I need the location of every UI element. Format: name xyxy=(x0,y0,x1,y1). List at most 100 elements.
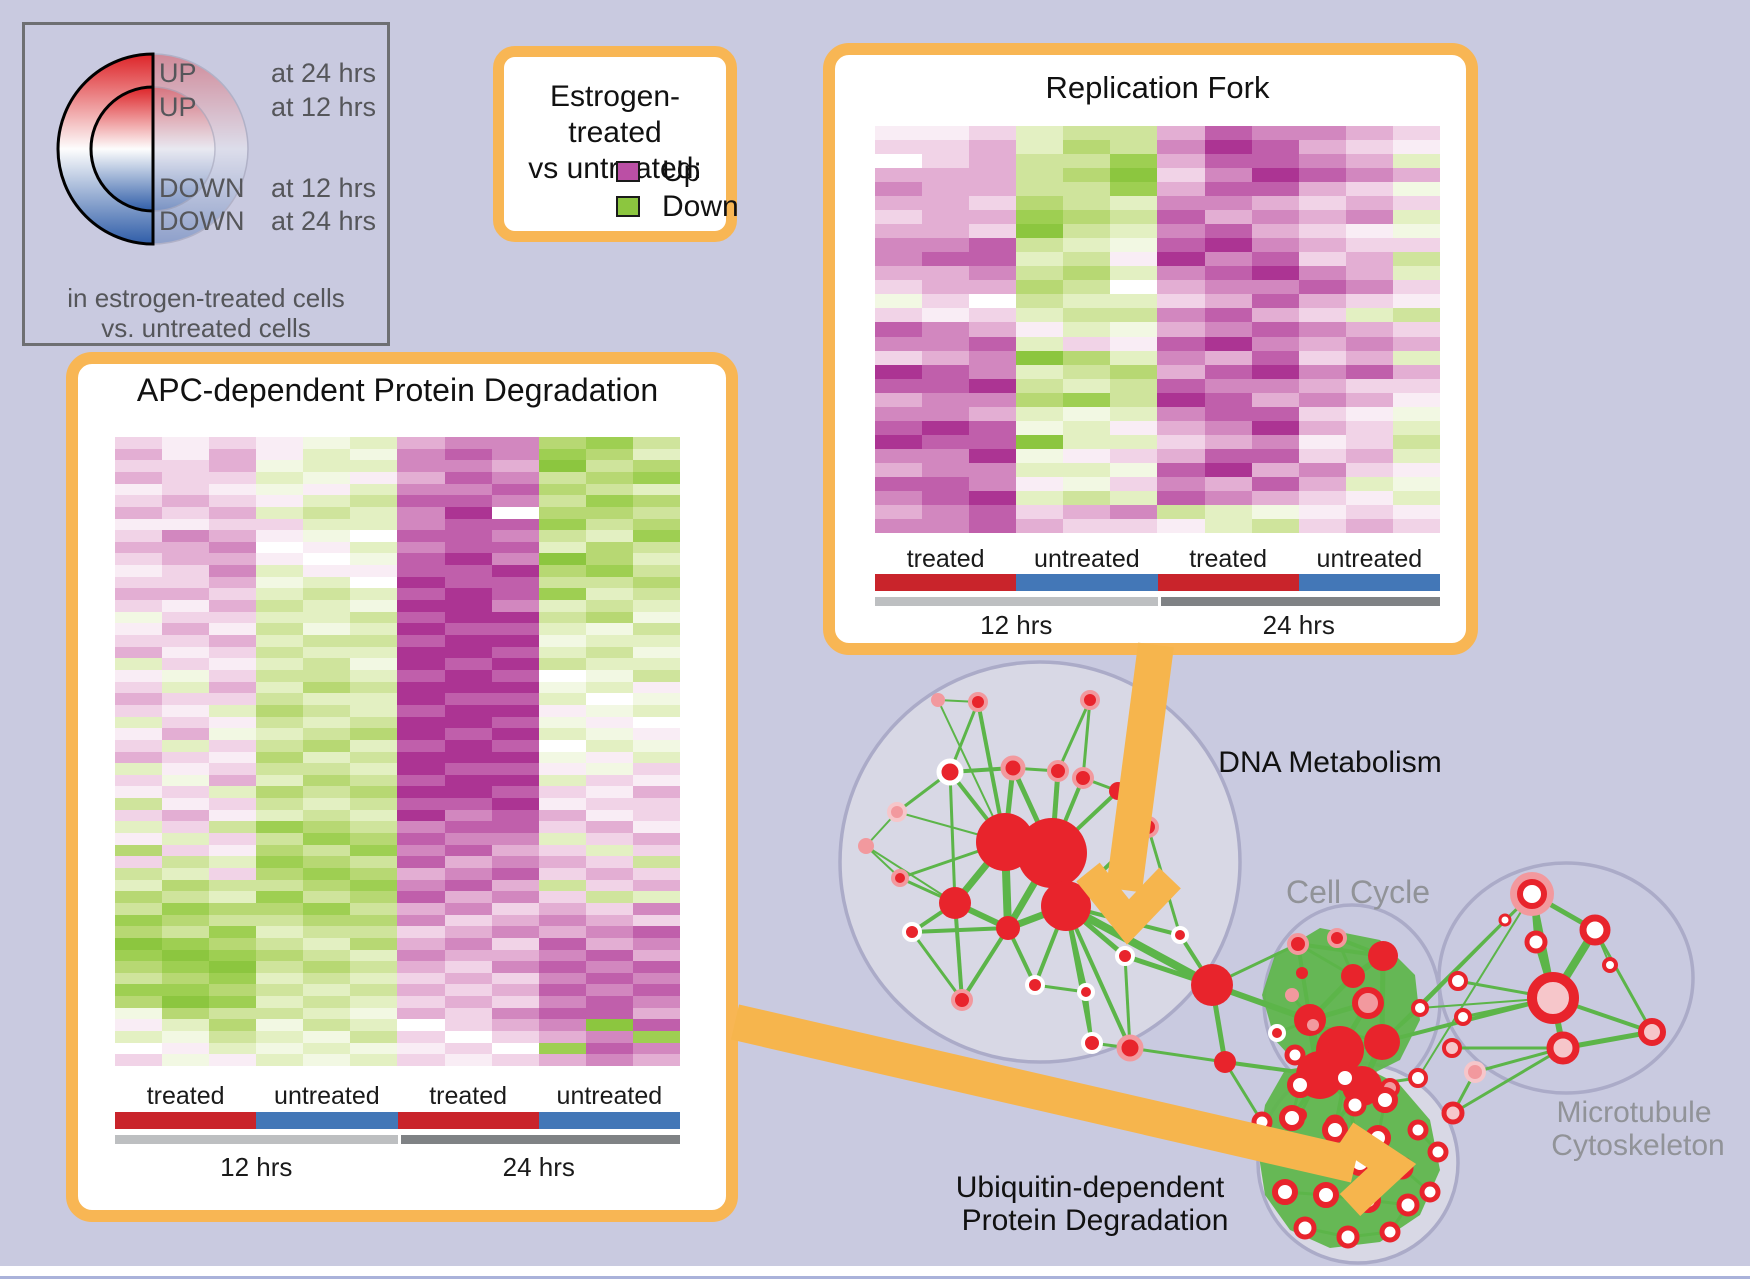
heatmap-cell xyxy=(1204,224,1252,239)
heatmap-cell xyxy=(209,530,257,542)
network-node xyxy=(1072,767,1094,789)
heatmap-cell xyxy=(256,728,304,740)
heatmap-cell xyxy=(632,972,680,985)
heatmap-cell xyxy=(256,937,304,950)
heatmap-cell xyxy=(115,518,163,531)
heatmap-cell xyxy=(162,483,210,496)
heatmap-cell xyxy=(1204,434,1252,449)
heatmap-cell xyxy=(1204,392,1252,407)
heatmap-cell xyxy=(444,623,492,636)
heatmap-cell xyxy=(397,902,445,915)
network-edge xyxy=(1064,905,1132,1049)
heatmap-cell xyxy=(538,891,586,903)
network-node xyxy=(1372,1087,1398,1113)
heatmap-cell xyxy=(632,856,680,868)
heatmap-cell xyxy=(444,495,492,507)
network-node xyxy=(936,758,964,786)
heatmap-cell xyxy=(585,821,633,834)
network-edge xyxy=(1129,1046,1226,1064)
heatmap-cell xyxy=(209,518,257,531)
time-bar xyxy=(875,597,1158,606)
bottom-edge-line xyxy=(0,1276,1750,1279)
heatmap-cell xyxy=(350,833,398,845)
heatmap-cell xyxy=(303,1054,351,1066)
heatmap-cell xyxy=(1345,224,1393,239)
heatmap-cell xyxy=(350,483,398,496)
heatmap-cell xyxy=(303,623,351,636)
heatmap-cell xyxy=(585,623,633,636)
heatmap-cell xyxy=(115,588,163,601)
heatmap-cell xyxy=(162,1054,210,1066)
heatmap-cell xyxy=(209,565,257,577)
heatmap-cell xyxy=(162,786,210,799)
heatmap-cell xyxy=(1392,504,1440,519)
heatmap-cell xyxy=(1251,350,1299,365)
heatmap-cell xyxy=(969,280,1017,295)
heatmap-cell xyxy=(1345,126,1393,141)
heatmap-cell xyxy=(538,763,586,775)
down-color-swatch xyxy=(616,196,640,217)
col-group-label: treated xyxy=(146,1082,225,1110)
network-node xyxy=(1408,1068,1428,1088)
heatmap-cell xyxy=(350,437,398,449)
heatmap-cell xyxy=(397,483,445,496)
up-outer-label: UP xyxy=(159,58,197,88)
heatmap-cell xyxy=(538,1054,586,1066)
circle-legend-caption-2: vs. untreated cells xyxy=(101,313,311,343)
heatmap-cell xyxy=(491,448,539,461)
heatmap-cell xyxy=(350,809,398,822)
network-node xyxy=(1368,941,1398,971)
time-label: 12 hrs xyxy=(220,1152,293,1182)
heatmap-cell xyxy=(397,704,445,717)
heatmap-cell xyxy=(1063,336,1111,351)
time-label: 24 hrs xyxy=(502,1152,575,1182)
heatmap-cell xyxy=(1298,364,1346,379)
heatmap-cell xyxy=(585,961,633,973)
heatmap-cell xyxy=(1345,378,1393,393)
heatmap-cell xyxy=(162,763,210,775)
heatmap-cell xyxy=(632,635,680,647)
heatmap-cell xyxy=(162,833,210,845)
heatmap-cell xyxy=(585,600,633,612)
heatmap-cell xyxy=(632,658,680,670)
heatmap-cell xyxy=(875,420,923,435)
arrow-head-0 xyxy=(1076,862,1181,945)
heatmap-cell xyxy=(209,751,257,764)
heatmap-cell xyxy=(1345,294,1393,309)
heatmap-cell xyxy=(969,168,1017,183)
heatmap-cell xyxy=(397,471,445,484)
heatmap-cell xyxy=(256,1054,304,1066)
heatmap-cell xyxy=(875,210,923,225)
heatmap-cell xyxy=(585,1019,633,1032)
heatmap-cell xyxy=(969,392,1017,407)
network-node xyxy=(902,922,922,942)
heatmap-cell xyxy=(491,949,539,962)
heatmap-cell xyxy=(397,576,445,589)
heatmap-cell xyxy=(585,984,633,997)
heatmap-cell xyxy=(1157,266,1205,281)
heatmap-cell xyxy=(209,483,257,496)
heatmap-apc xyxy=(115,437,680,1066)
heatmap-cell xyxy=(1063,448,1111,463)
heatmap-cell xyxy=(538,751,586,764)
heatmap-cell xyxy=(491,693,539,705)
heatmap-cell xyxy=(632,576,680,589)
heatmap-cell xyxy=(397,867,445,880)
heatmap-cell xyxy=(444,460,492,472)
heatmap-cell xyxy=(115,856,163,868)
heatmap-cell xyxy=(256,821,304,834)
heatmap-cell xyxy=(1345,350,1393,365)
heatmap-cell xyxy=(1110,238,1158,253)
network-node xyxy=(1427,1141,1449,1163)
heatmap-cell xyxy=(1298,266,1346,281)
heatmap-cell xyxy=(256,1031,304,1043)
heatmap-cell xyxy=(397,518,445,531)
heatmap-cell xyxy=(162,879,210,892)
heatmap-cell xyxy=(115,495,163,507)
network-edge xyxy=(911,926,1009,934)
heatmap-cell xyxy=(922,504,970,519)
heatmap-cell xyxy=(875,322,923,337)
heatmap-cell xyxy=(303,611,351,624)
heatmap-cell xyxy=(209,949,257,962)
heatmap-cell xyxy=(1298,350,1346,365)
